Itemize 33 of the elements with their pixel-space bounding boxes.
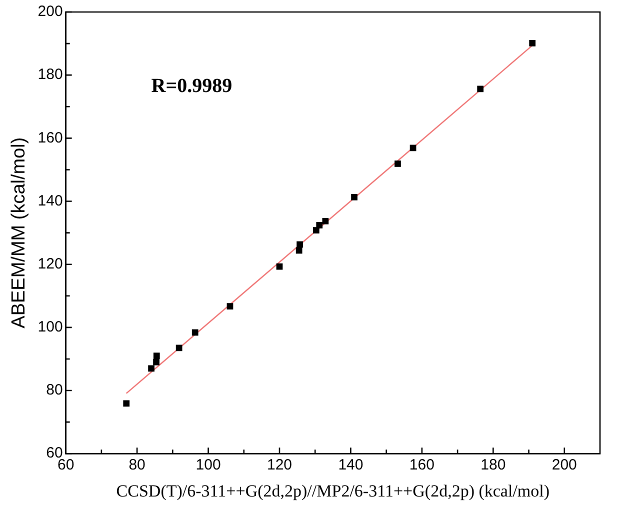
point [296,247,302,254]
point [477,86,484,92]
point [394,160,401,167]
point [192,329,198,336]
point [296,241,303,248]
x-tick-label: 140 [338,456,364,474]
point [351,194,358,200]
point [316,222,323,228]
y-tick-label: 120 [38,255,63,272]
point [153,352,160,359]
x-tick-label: 100 [196,456,221,474]
y-axis-title: ABEEM/MM (kcal/mol) [8,137,30,328]
x-axis-title: CCSD(T)/6-311++G(2d,2p)//MP2/6-311++G(2d,2p) (kcal/mol) [116,481,550,500]
y-tick-label: 140 [38,192,63,210]
x-tick-label: 60 [57,456,74,474]
y-tick-label: 160 [38,129,63,146]
x-tick-label: 160 [409,456,434,474]
point [322,218,329,224]
x-tick-label: 200 [552,456,577,474]
point [153,358,160,366]
y-tick-label: 100 [38,318,63,336]
point [529,40,536,46]
y-tick-label: 180 [38,66,63,84]
y-tick-label: 80 [46,382,63,399]
x-tick-label: 80 [128,456,146,474]
point [176,344,182,352]
x-tick-label: 120 [266,456,292,474]
point [123,400,130,407]
y-tick-label: 200 [38,3,63,20]
point [226,303,234,310]
annotation: R=0.9989 [151,75,232,98]
x-tick-label: 180 [480,456,506,474]
point [148,365,154,372]
